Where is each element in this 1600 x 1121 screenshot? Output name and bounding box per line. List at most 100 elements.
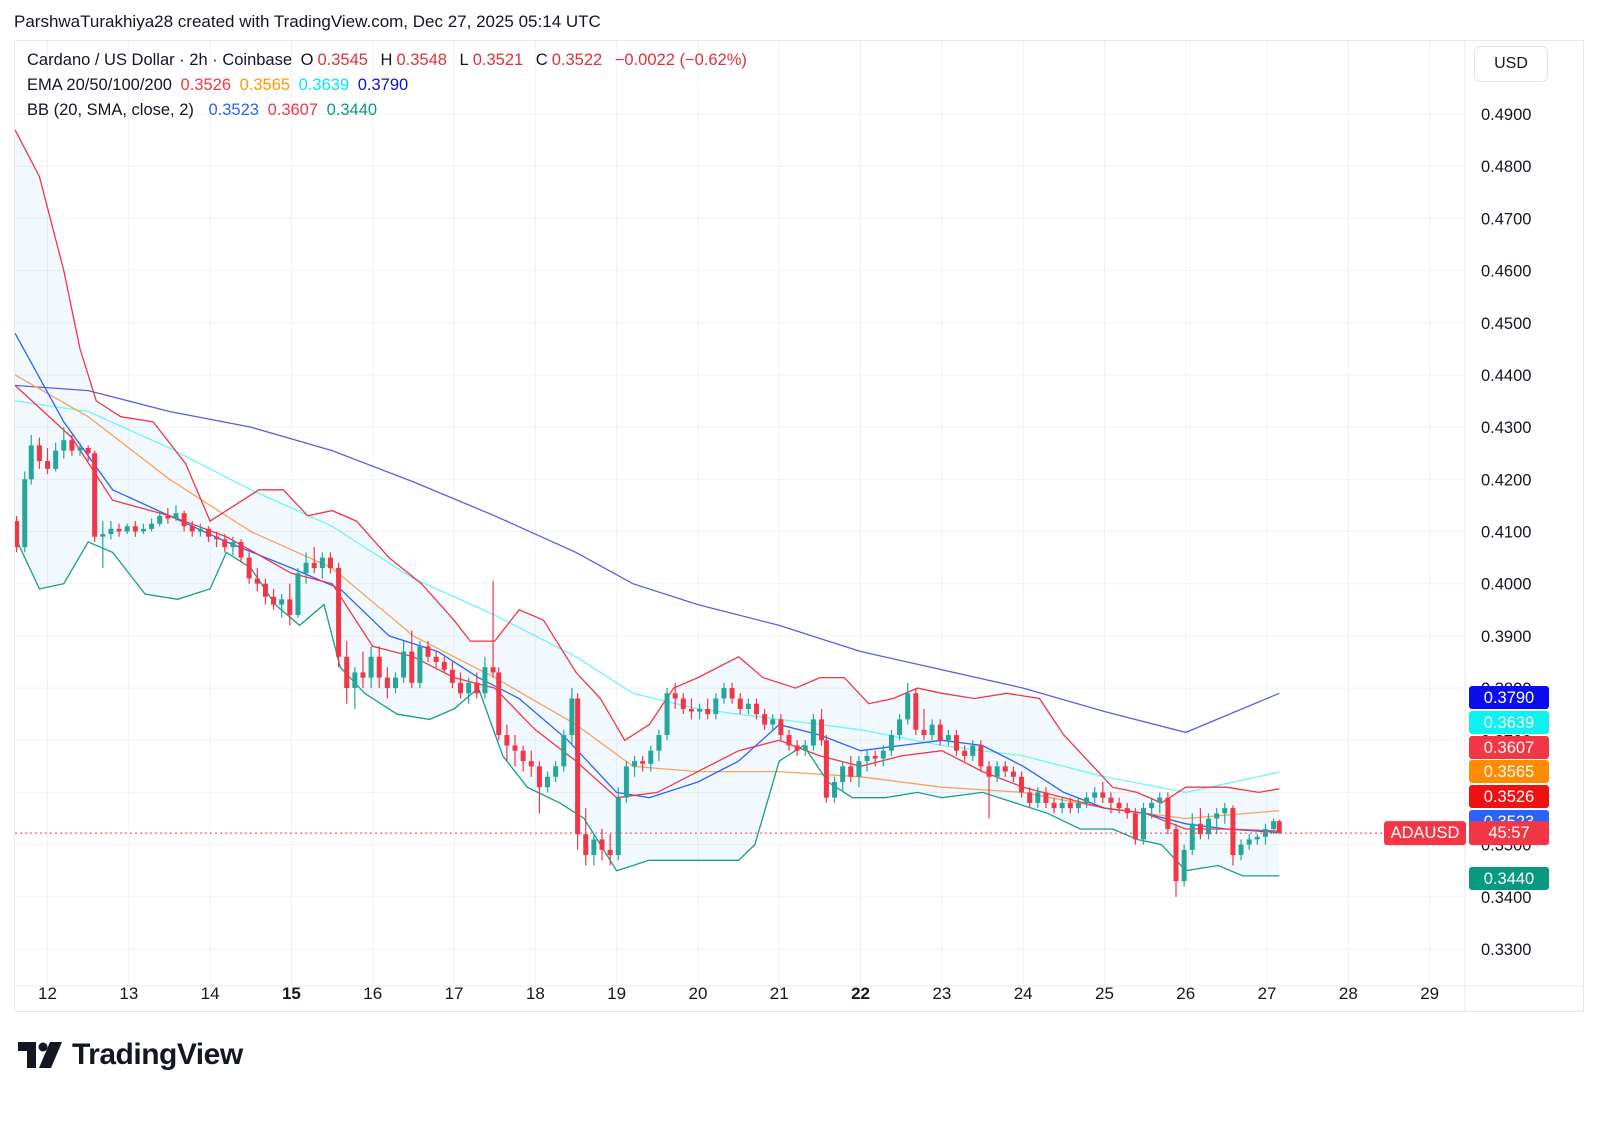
candle-body [864,755,870,762]
y-tick-label: 0.4200 [1481,471,1531,489]
candle-body [1206,818,1212,835]
legend-ema[interactable]: EMA 20/50/100/200 0.3526 0.3565 0.3639 0… [27,76,412,95]
candle-body [832,782,838,798]
tradingview-logo-icon [18,1042,62,1068]
candle-body [1051,802,1057,809]
candle-body [1108,797,1114,803]
candle-body [449,669,455,683]
candle-body [287,599,293,615]
candle-body [262,583,268,597]
candle-body [197,528,203,532]
candle-body [254,578,260,584]
price-chart[interactable]: 0.33000.34000.35000.36000.37000.38000.39… [15,41,1583,1011]
candle-body [384,677,390,689]
candle-body [1043,792,1049,803]
candle-body [1100,792,1106,798]
legend-open: O 0.3545 [301,51,372,69]
candle-body [615,797,621,856]
candle-body [238,541,244,558]
candle-body [433,656,439,662]
candle-body [1276,821,1282,834]
currency-button[interactable]: USD [1474,46,1548,82]
candle-body [888,735,894,751]
candle-body [85,448,91,454]
candle-body [214,536,220,540]
candle-body [762,714,768,725]
y-tick-label: 0.4600 [1481,263,1531,281]
candle-body [1230,808,1236,856]
bb-basis-line [15,332,1280,834]
symbol-tag[interactable] [1384,821,1466,846]
candle-body [1075,802,1081,809]
candle-body [1002,766,1008,772]
candle-body [466,682,472,694]
candle-body [222,539,228,548]
open-value: 0.3545 [317,51,368,69]
candle-body [1149,802,1155,809]
candle-body [36,445,42,462]
x-tick-label: 19 [607,984,626,1003]
candle-body [569,698,575,736]
candle-body [165,515,171,519]
candle-body [512,745,518,751]
ema20-value: 0.3526 [180,76,232,94]
y-tick-label: 0.4500 [1481,315,1531,333]
candle-body [189,526,195,532]
candle-body [1084,797,1090,803]
candle-body [69,440,75,451]
candle-body [376,656,382,678]
candle-body [1059,802,1065,809]
candle-body [705,708,711,715]
x-tick-label: 15 [282,984,301,1003]
price-label-text: 0.3639 [1484,714,1534,732]
x-tick-label: 26 [1176,984,1195,1003]
candle-body [921,729,927,736]
open-label: O [300,51,314,69]
candle-body [116,528,122,532]
candle-body [664,693,670,736]
x-tick-label: 17 [445,984,464,1003]
candle-body [978,745,984,767]
legend-close: C 0.3522 [536,51,606,69]
legend-bb[interactable]: BB (20, SMA, close, 2) 0.3523 0.3607 0.3… [27,101,381,120]
candle-body [680,698,686,709]
candle-body [810,719,816,746]
candle-body [1246,839,1252,845]
candle-body [1165,797,1171,829]
candle-body [1238,844,1244,856]
candle-body [1116,802,1122,809]
symbol-tag-text: ADAUSD [1391,824,1460,842]
chart-frame[interactable]: 0.33000.34000.35000.36000.37000.38000.39… [14,40,1584,1012]
candle-body [561,735,567,767]
tradingview-logo[interactable]: TradingView [18,1038,243,1072]
ema-label: EMA 20/50/100/200 [27,76,172,94]
candle-body [409,651,415,683]
candle-body [623,766,629,798]
candle-body [697,708,703,712]
candle-body [1067,802,1073,809]
x-tick-label: 25 [1095,984,1114,1003]
candle-body [1214,813,1220,819]
legend-ohlc: Cardano / US Dollar · 2h · Coinbase O 0.3… [27,51,751,70]
candle-body [905,693,911,720]
candle-body [303,562,309,574]
candle-body [1181,849,1187,882]
candle-body [575,698,581,835]
x-tick-label: 18 [526,984,545,1003]
candle-body [1222,808,1228,814]
candle-body [536,766,542,788]
candle-body [1132,813,1138,840]
y-tick-label: 0.4000 [1481,576,1531,594]
candle-body [599,839,605,850]
price-label-text: 0.3565 [1484,763,1534,781]
ema100-value: 0.3639 [298,76,350,94]
candle-body [108,528,114,535]
x-tick-label: 23 [932,984,951,1003]
candle-body [970,745,976,756]
candle-body [913,693,919,730]
candle-body [327,557,333,569]
candle-body [417,646,423,683]
y-tick-label: 0.3400 [1481,889,1531,907]
candle-body [591,839,597,856]
header-text: ParshwaTurakhiya28 created with TradingV… [14,12,601,31]
